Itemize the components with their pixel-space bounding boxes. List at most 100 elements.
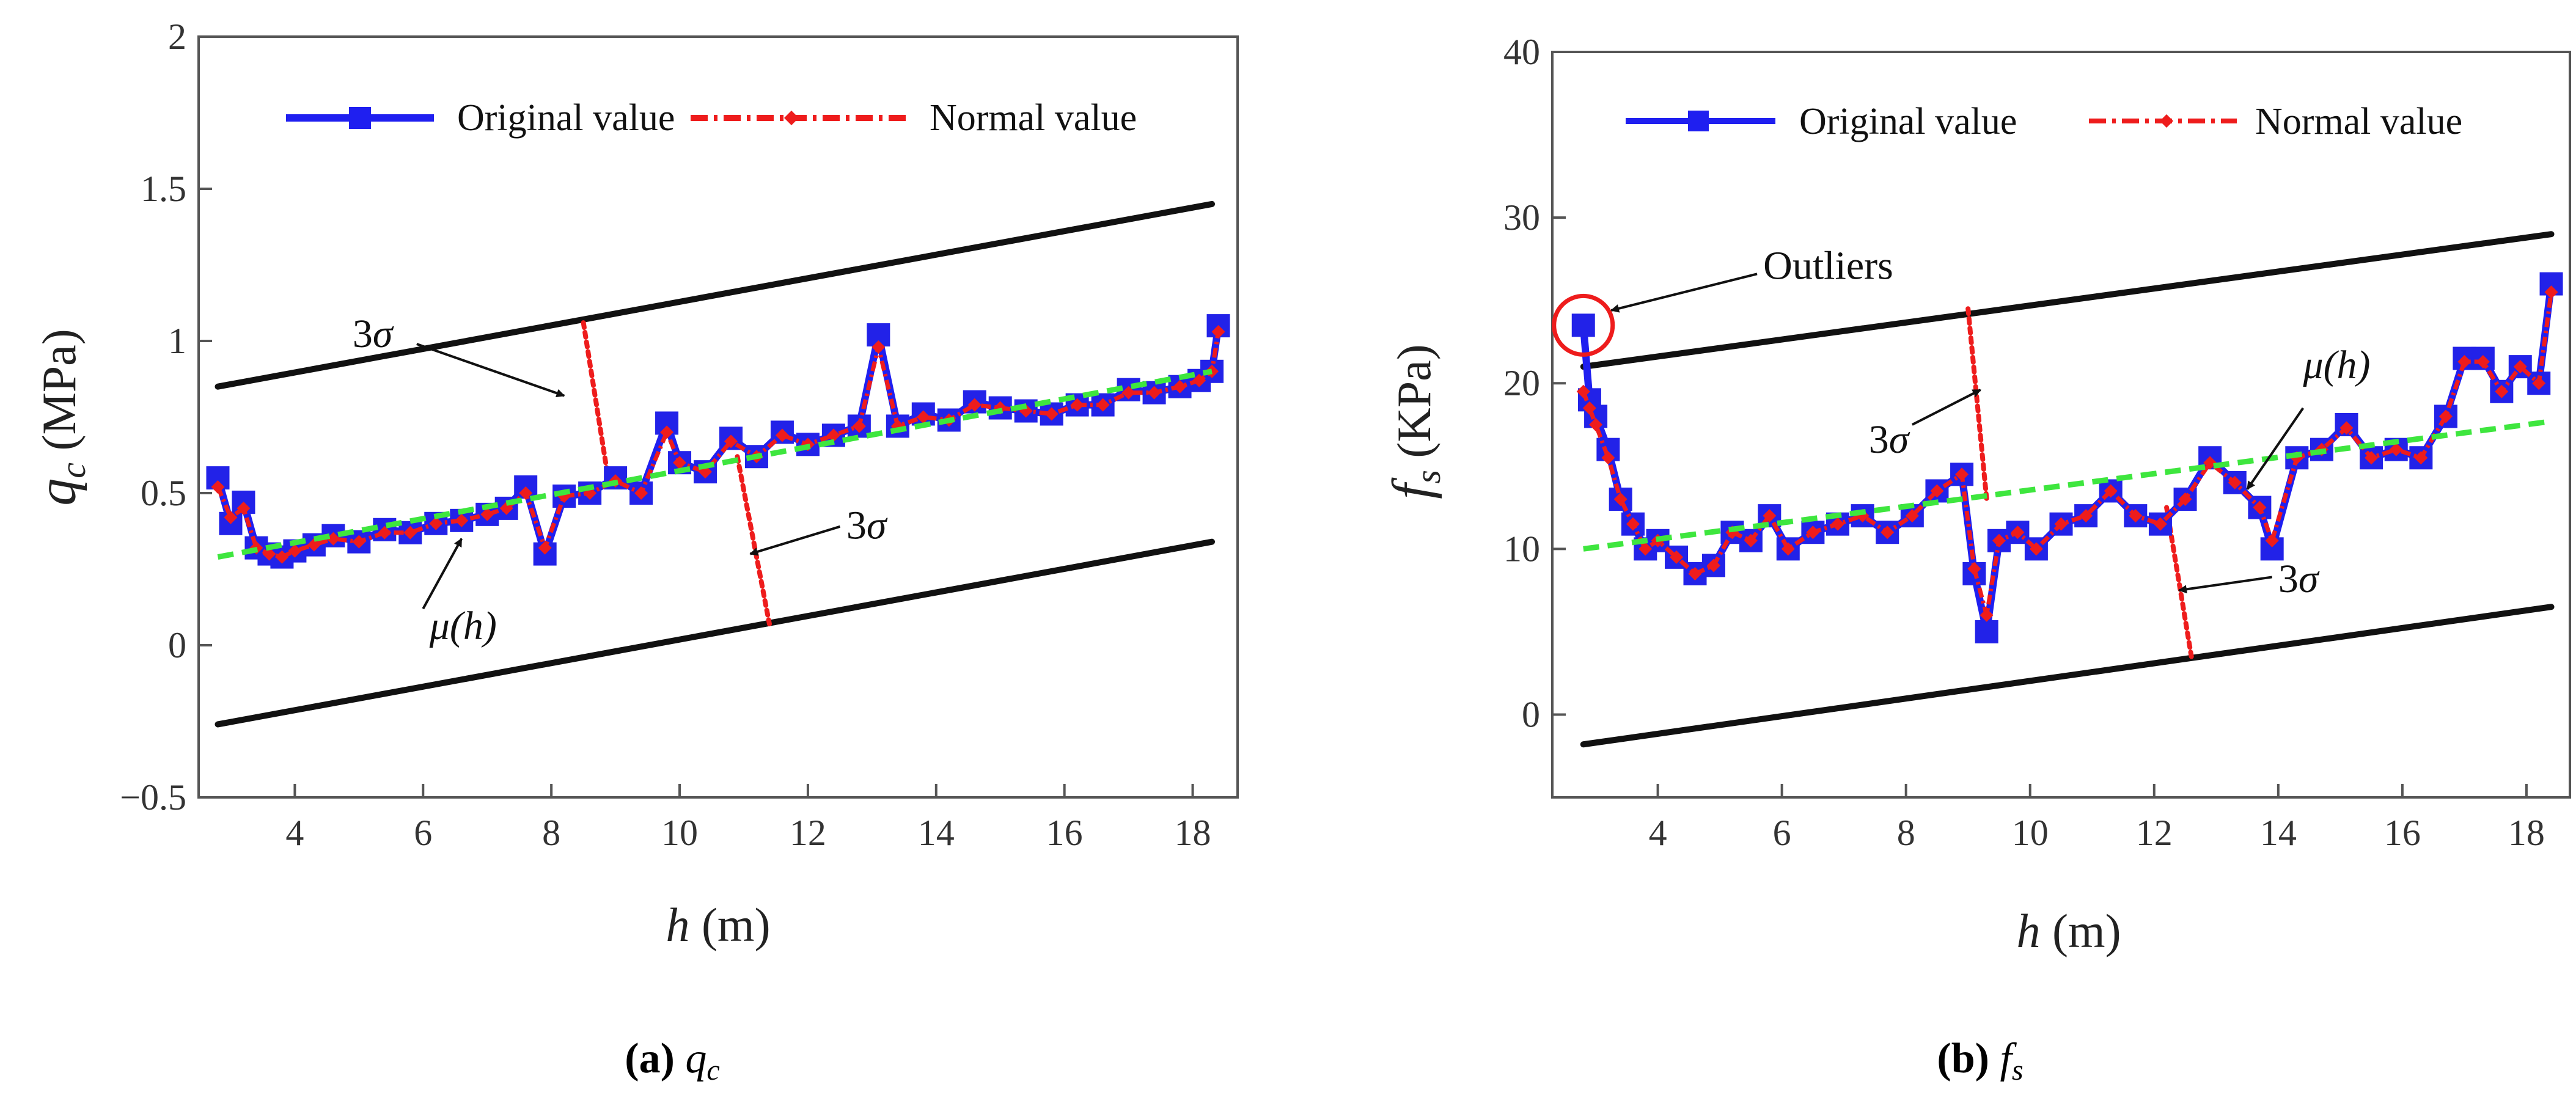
normal-point <box>378 525 392 540</box>
outlier-arrow <box>1610 273 1758 313</box>
three-sigma-annotation: 3σ <box>2278 557 2320 601</box>
normal-point <box>1781 542 1795 556</box>
chart-qc: −0.5 0 0.5 1 1.5 2 4 6 8 10 12 14 16 18 3σ 3σ μ(h) Ori… <box>27 16 1239 1086</box>
normal-point <box>826 428 840 442</box>
original-point <box>1975 620 1998 643</box>
normal-point <box>2495 384 2509 398</box>
normal-point <box>455 513 469 527</box>
normal-point <box>1121 386 1136 400</box>
normal-point <box>1589 418 1603 431</box>
y-tick-label: 0 <box>168 625 186 665</box>
annotation-arrow <box>1911 389 1981 426</box>
caption-a: (a) qc <box>625 1035 719 1086</box>
normal-point <box>429 516 443 530</box>
annotation-arrow <box>416 343 565 398</box>
legend-original-marker <box>1688 111 1709 131</box>
caption-a-sub: c <box>706 1054 719 1086</box>
annotation-arrow <box>422 538 463 610</box>
y-tick-label: 40 <box>1503 32 1540 72</box>
normal-series-line <box>216 331 1220 560</box>
y-tick-label: 1.5 <box>141 169 186 209</box>
normal-point <box>2389 442 2403 456</box>
normal-point <box>1147 386 1161 400</box>
normal-point <box>2544 285 2558 299</box>
normal-point <box>852 419 866 433</box>
y-label-subscript: s <box>1408 470 1448 484</box>
normal-point <box>2457 354 2471 368</box>
y-label-unit: (MPa) <box>32 329 86 450</box>
upper-3sigma-bound <box>1580 231 2555 370</box>
normal-point <box>2011 525 2025 540</box>
normal-point <box>660 425 674 439</box>
normal-point <box>2029 542 2043 556</box>
normal-point <box>1626 517 1640 531</box>
y-ticks-fs: 0 10 20 30 40 <box>1503 32 1566 734</box>
x-label-symbol: h <box>2016 904 2040 957</box>
normal-point <box>1930 484 1944 498</box>
x-tick-label: 10 <box>661 813 698 853</box>
normal-point <box>1831 517 1845 531</box>
normal-point <box>1744 533 1758 547</box>
normal-point <box>1096 398 1110 412</box>
x-tick-label: 8 <box>1897 813 1915 853</box>
caption-b-sub: s <box>2012 1054 2024 1086</box>
normal-point <box>2365 451 2379 465</box>
normal-point <box>2339 421 2354 435</box>
y-label-unit: (KPa) <box>1387 344 1440 458</box>
x-tick-label: 10 <box>2012 813 2049 853</box>
chart-fs: 0 10 20 30 40 4 6 8 10 12 14 16 18 3σ 3σ μ(h) Outliers… <box>1382 32 2571 1086</box>
outlier-circle <box>1552 293 1615 357</box>
normal-point <box>1613 492 1627 506</box>
sigma-red-dotted-line <box>1965 306 1989 502</box>
normal-series-line <box>1581 291 2554 618</box>
normal-point <box>2104 484 2118 498</box>
caption-a-symbol: q <box>685 1035 706 1082</box>
three-sigma-annotation: 3σ <box>846 503 888 548</box>
normal-point <box>967 398 982 412</box>
three-sigma-annotation: 3σ <box>353 312 394 356</box>
upper-3sigma-bound <box>215 200 1216 390</box>
normal-point <box>1211 325 1225 339</box>
mean-trend-line <box>217 368 1213 560</box>
legend-normal-marker <box>784 111 799 125</box>
normal-point <box>872 340 886 354</box>
normal-point <box>307 538 321 552</box>
legend-normal-label: Normal value <box>2255 101 2462 142</box>
caption-b: (b) fs <box>1937 1035 2023 1086</box>
x-tick-label: 4 <box>285 813 304 853</box>
original-point <box>1571 313 1595 337</box>
caption-a-letter: (a) <box>625 1035 675 1082</box>
normal-point <box>1601 451 1615 465</box>
x-label-symbol: h <box>666 898 689 951</box>
normal-point <box>2532 376 2546 390</box>
normal-point <box>2414 451 2428 465</box>
normal-point <box>519 486 533 500</box>
lower-3sigma-bound <box>215 538 1216 728</box>
normal-point <box>1967 562 1981 576</box>
normal-point <box>916 410 930 424</box>
three-sigma-annotation: 3σ <box>1869 417 1910 462</box>
x-tick-label: 4 <box>1649 813 1667 853</box>
lower-3sigma-bound <box>1580 604 2555 748</box>
outlier-label: Outliers <box>1763 243 1893 288</box>
normal-point <box>1955 467 1969 481</box>
y-tick-label: 0 <box>1522 694 1540 734</box>
normal-point <box>634 486 648 500</box>
data-series-qc <box>206 314 1230 569</box>
sigma-red-dotted-line <box>581 320 612 487</box>
legend-normal-marker <box>2160 114 2173 128</box>
x-label-unit: (m) <box>702 898 771 951</box>
plot-frame-qc <box>197 35 1239 799</box>
normal-point <box>2153 517 2167 531</box>
annotation-arrow <box>749 525 840 556</box>
x-tick-label: 12 <box>790 813 826 853</box>
caption-b-letter: (b) <box>1937 1035 1989 1082</box>
sigma-bounds-qc <box>215 200 1216 728</box>
normal-point <box>1670 550 1684 564</box>
normal-point <box>288 544 302 558</box>
svg-text:qc (MPa): qc (MPa) <box>27 329 93 506</box>
mu-h-annotation: μ(h) <box>2302 343 2370 387</box>
normal-point <box>1044 407 1059 421</box>
legend-original-label: Original value <box>457 97 675 139</box>
